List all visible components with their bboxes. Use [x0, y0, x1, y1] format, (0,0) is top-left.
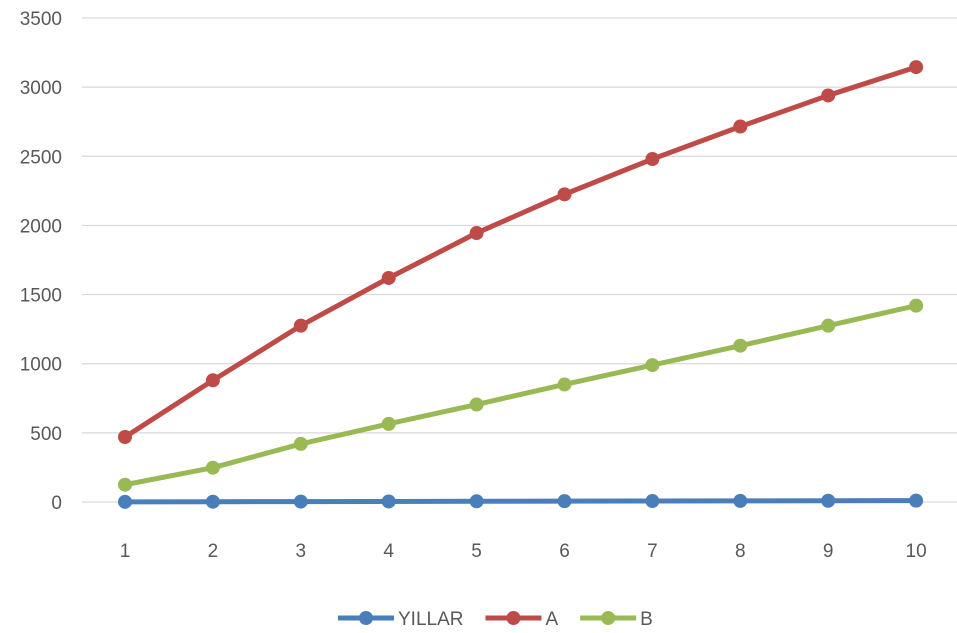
data-point-yillar-9 [821, 493, 836, 508]
data-point-b-5 [469, 397, 484, 412]
x-tick-label: 8 [735, 541, 746, 562]
gridlines [82, 17, 957, 503]
series-yillar [118, 493, 924, 509]
x-tick-label: 4 [383, 541, 394, 562]
data-point-b-9 [821, 318, 836, 333]
x-axis-tick-labels: 1 2 3 4 5 6 7 8 9 10 [120, 541, 927, 562]
data-point-b-10 [909, 298, 924, 313]
series-line-yillar [122, 498, 919, 505]
legend-label: B [640, 609, 653, 630]
x-tick-label: 6 [559, 541, 570, 562]
data-point-a-2 [205, 373, 220, 388]
x-tick-label: 1 [120, 541, 131, 562]
data-point-b-6 [557, 377, 572, 392]
y-tick-label: 3000 [20, 78, 62, 99]
series-line-a [122, 64, 919, 440]
data-point-a-7 [645, 152, 660, 167]
y-tick-label: 3500 [20, 9, 62, 30]
legend-item-yillar: YILLAR [338, 609, 463, 630]
y-tick-label: 500 [30, 424, 62, 445]
legend-marker-yillar [359, 611, 373, 625]
series-lines [118, 60, 924, 509]
data-point-yillar-3 [293, 494, 308, 509]
x-tick-label: 3 [296, 541, 307, 562]
legend-marker-a [506, 611, 521, 625]
data-point-b-2 [205, 460, 220, 475]
series-b [118, 298, 924, 492]
data-point-a-4 [381, 270, 396, 285]
data-point-a-10 [909, 60, 924, 75]
legend-item-b: B [580, 609, 653, 630]
data-point-yillar-5 [469, 494, 484, 509]
data-point-a-9 [821, 88, 836, 103]
legend-item-a: A [485, 609, 558, 630]
data-point-b-1 [118, 477, 132, 492]
data-point-yillar-6 [557, 494, 572, 509]
y-tick-label: 1000 [20, 355, 62, 376]
data-point-yillar-1 [118, 494, 132, 509]
data-point-yillar-8 [733, 493, 748, 508]
legend: YILLAR A B [338, 609, 653, 630]
y-tick-label: 2000 [20, 216, 62, 237]
data-point-a-6 [557, 187, 572, 202]
x-tick-label: 9 [823, 541, 834, 562]
data-point-b-4 [381, 416, 396, 431]
data-point-b-8 [733, 338, 748, 353]
x-tick-label: 5 [471, 541, 482, 562]
data-point-a-8 [733, 119, 748, 134]
y-tick-label: 2500 [20, 147, 62, 168]
x-tick-label: 2 [208, 541, 219, 562]
data-point-yillar-7 [645, 494, 660, 509]
series-a [118, 60, 924, 445]
data-point-yillar-4 [381, 494, 396, 509]
y-axis-tick-labels: 0 500 1000 1500 2000 2500 3000 3500 [20, 9, 62, 514]
x-tick-label: 10 [906, 541, 927, 562]
series-line-b [122, 303, 919, 488]
data-point-a-1 [118, 430, 132, 445]
legend-label: A [545, 609, 558, 630]
data-point-yillar-2 [205, 494, 220, 509]
x-tick-label: 7 [647, 541, 658, 562]
y-tick-label: 1500 [20, 286, 62, 307]
legend-label: YILLAR [398, 609, 463, 630]
data-point-yillar-10 [909, 493, 924, 508]
y-tick-label: 0 [51, 493, 62, 514]
data-point-b-7 [645, 358, 660, 373]
data-point-a-3 [293, 318, 308, 333]
data-point-b-3 [293, 436, 308, 451]
legend-marker-b [601, 611, 616, 625]
data-point-a-5 [469, 226, 484, 241]
